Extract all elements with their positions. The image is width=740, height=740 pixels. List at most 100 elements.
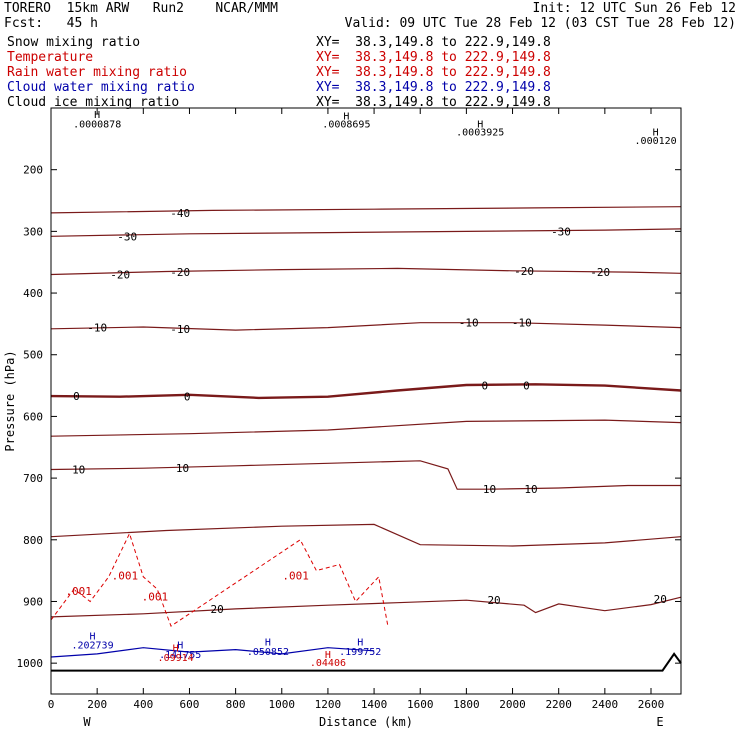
extremum-label: .0000878 — [73, 119, 121, 130]
extremum-label: .0003925 — [456, 127, 504, 138]
y-axis-label: Pressure (hPa) — [3, 350, 17, 451]
x-tick-label: 1800 — [453, 698, 480, 711]
contour-label: 0 — [482, 380, 489, 393]
extremum-label: H — [343, 111, 349, 122]
contour-label: -10 — [512, 317, 532, 330]
contour-label: -30 — [117, 230, 137, 243]
x-tick-label: 200 — [87, 698, 107, 711]
x-tick-label: 2400 — [592, 698, 619, 711]
extremum-label: H — [90, 631, 96, 642]
x-axis-label: Distance (km) — [319, 715, 413, 729]
field-name-snow: Snow mixing ratio — [7, 35, 141, 50]
extremum-label: H — [94, 110, 100, 121]
series-line-9 — [50, 532, 389, 627]
extremum-label: H — [477, 119, 483, 130]
series-line-4 — [50, 206, 682, 214]
x-tick-label: 1600 — [407, 698, 434, 711]
y-tick-label: 300 — [23, 225, 43, 238]
extremum-label: .0008695 — [322, 119, 370, 130]
field-xy-temperature: XY= 38.3,149.8 to 222.9,149.8 — [316, 50, 551, 65]
extremum-label: .000120 — [635, 136, 677, 147]
contour-label: .001 — [112, 570, 139, 583]
x-tick-label: 0 — [48, 698, 55, 711]
contour-label: 10 — [176, 462, 189, 475]
series-line-7 — [50, 523, 682, 547]
contour-label: 20 — [487, 594, 500, 607]
contour-label: -20 — [170, 266, 190, 279]
contour-label: -20 — [590, 266, 610, 279]
contour-label: 0 — [73, 390, 80, 403]
contour-label: -10 — [459, 317, 479, 330]
x-tick-label: 400 — [133, 698, 153, 711]
field-xy-rain: XY= 38.3,149.8 to 222.9,149.8 — [316, 65, 551, 80]
extremum-label: H — [653, 127, 659, 138]
y-tick-label: 400 — [23, 287, 43, 300]
extremum-label: H — [357, 638, 363, 649]
x-tick-label: 2000 — [499, 698, 526, 711]
x-tick-label: 2200 — [545, 698, 572, 711]
y-tick-label: 700 — [23, 472, 43, 485]
extremum-label: .199752 — [339, 647, 381, 658]
field-name-temperature: Temperature — [7, 50, 94, 65]
plot-frame — [50, 107, 682, 695]
contour-label: 20 — [654, 593, 667, 606]
series-line-2 — [50, 267, 682, 276]
extremum-label: H — [325, 650, 331, 661]
field-xy-cloud-ice: XY= 38.3,149.8 to 222.9,149.8 — [316, 95, 551, 110]
y-tick-label: 1000 — [17, 657, 44, 670]
extremum-label: .04406 — [310, 658, 346, 669]
series-line-11 — [51, 652, 682, 672]
contour-label: -10 — [87, 322, 107, 335]
series-line-8 — [50, 419, 682, 437]
east-label: E — [656, 715, 663, 729]
field-xy-cloud-water: XY= 38.3,149.8 to 222.9,149.8 — [316, 80, 551, 95]
contour-label: -40 — [170, 207, 190, 220]
extremum-label: .09914 — [158, 653, 194, 664]
y-tick-label: 600 — [23, 410, 43, 423]
x-tick-label: 1200 — [315, 698, 342, 711]
x-tick-label: 1400 — [361, 698, 388, 711]
contour-label: -30 — [551, 225, 571, 238]
contour-label: 0 — [523, 380, 530, 393]
field-xy-snow: XY= 38.3,149.8 to 222.9,149.8 — [316, 35, 551, 50]
series-line-6 — [50, 596, 682, 618]
series-line-0 — [50, 383, 682, 400]
extremum-label: .141755 — [159, 650, 201, 661]
header-line1-left: TORERO 15km ARW Run2 NCAR/MMM — [4, 1, 278, 16]
y-tick-label: 500 — [23, 349, 43, 362]
x-tick-label: 600 — [180, 698, 200, 711]
contour-label: 10 — [483, 483, 496, 496]
west-label: W — [83, 715, 91, 729]
x-tick-label: 800 — [226, 698, 246, 711]
contour-label: -10 — [170, 323, 190, 336]
contour-label: 0 — [184, 391, 191, 404]
x-tick-label: 1000 — [269, 698, 296, 711]
y-tick-label: 800 — [23, 534, 43, 547]
contour-label: -20 — [514, 265, 534, 278]
field-name-cloud-ice: Cloud ice mixing ratio — [7, 95, 180, 110]
x-tick-label: 2600 — [638, 698, 665, 711]
contour-label: .001 — [142, 591, 169, 604]
contour-label: 10 — [72, 463, 85, 476]
extremum-label: .202739 — [71, 641, 113, 652]
header-line2-right: Valid: 09 UTC Tue 28 Feb 12 (03 CST Tue … — [344, 16, 736, 31]
contour-label: .001 — [65, 585, 92, 598]
field-name-rain: Rain water mixing ratio — [7, 65, 188, 80]
contour-label: 10 — [524, 483, 537, 496]
extremum-label: H — [265, 638, 271, 649]
contour-label: 20 — [211, 603, 224, 616]
series-line-5 — [50, 460, 681, 490]
series-line-3 — [50, 228, 682, 237]
y-tick-label: 200 — [23, 164, 43, 177]
series-line-1 — [50, 322, 682, 331]
series-line-10 — [50, 647, 375, 658]
extremum-label: H — [177, 641, 183, 652]
extremum-label: .050852 — [247, 647, 289, 658]
header-line1-right: Init: 12 UTC Sun 26 Feb 12 — [532, 1, 737, 16]
field-name-cloud-water: Cloud water mixing ratio — [7, 80, 195, 95]
y-tick-label: 900 — [23, 595, 43, 608]
extremum-label: H — [173, 644, 179, 655]
contour-label: .001 — [282, 570, 309, 583]
header-line2-left: Fcst: 45 h — [4, 16, 98, 31]
